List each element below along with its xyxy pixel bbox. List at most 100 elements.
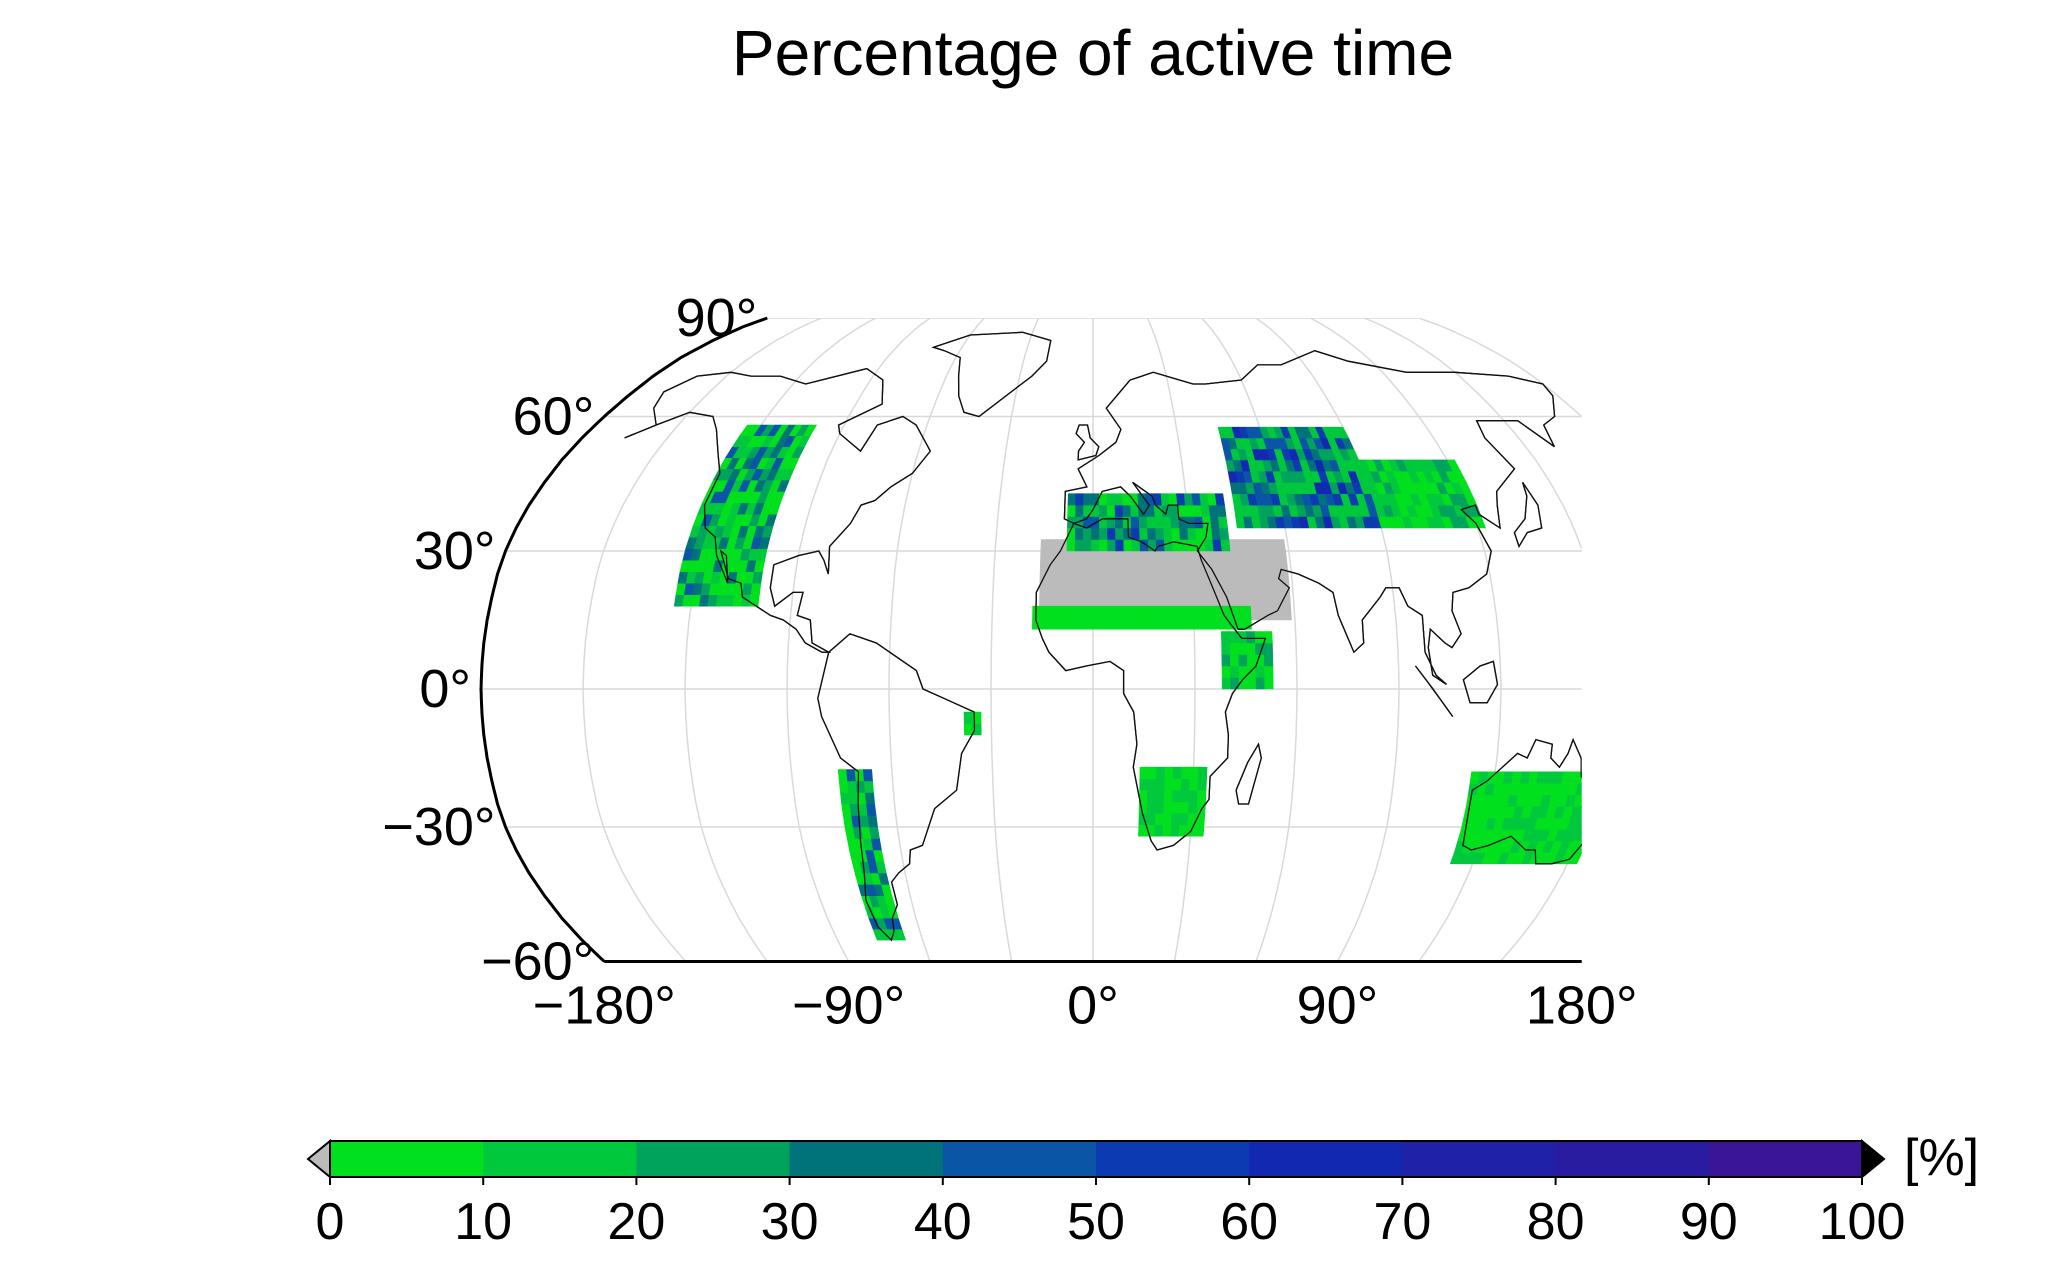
data-cell <box>802 424 818 437</box>
data-cell <box>1446 459 1461 472</box>
data-cell <box>1270 562 1281 575</box>
data-cell <box>1155 562 1165 575</box>
data-cell <box>1107 605 1117 619</box>
data-cell <box>1067 504 1077 517</box>
data-cell <box>1570 828 1582 842</box>
data-cell <box>1282 608 1292 621</box>
data-cell <box>1146 550 1156 563</box>
data-cell <box>1081 573 1090 586</box>
data-cell <box>1172 585 1182 598</box>
data-cell <box>1163 789 1174 803</box>
data-cell <box>1247 677 1257 690</box>
data-cell <box>1147 527 1157 540</box>
data-cell <box>846 769 857 782</box>
data-cell <box>1220 539 1231 552</box>
data-cell <box>1186 516 1196 529</box>
data-cell <box>1179 539 1190 552</box>
data-cell <box>1189 778 1199 791</box>
data-cell <box>1089 573 1099 586</box>
data-cell <box>1065 617 1075 630</box>
data-cell <box>1595 772 1606 784</box>
colorbar-bin <box>330 1141 484 1177</box>
meridian <box>888 318 985 962</box>
data-cell <box>1160 493 1171 506</box>
data-cell <box>1072 573 1082 586</box>
data-cell <box>1200 617 1210 630</box>
colorbar-tick-label: 100 <box>1819 1193 1906 1251</box>
data-cell <box>1124 617 1134 630</box>
data-cell <box>1147 585 1157 598</box>
data-cell <box>1130 516 1140 529</box>
data-cell <box>1230 665 1240 678</box>
data-cell <box>1099 504 1108 517</box>
data-cell <box>1156 766 1166 780</box>
data-cell <box>1170 824 1180 837</box>
data-cell <box>1221 665 1231 678</box>
data-cell <box>1170 550 1181 563</box>
data-cell <box>1230 585 1241 598</box>
colorbar-bin <box>789 1141 944 1177</box>
coastline-new-zealand <box>1599 845 1656 900</box>
data-cell <box>1237 631 1248 644</box>
data-cell <box>1241 605 1252 619</box>
data-cell <box>1246 654 1257 667</box>
data-cell <box>1220 631 1231 644</box>
coastline-australia <box>1462 737 1582 865</box>
coastline-japan <box>1513 481 1543 548</box>
data-cell <box>1099 617 1109 630</box>
data-cell <box>1179 812 1189 826</box>
data-cell <box>1162 516 1172 529</box>
data-cell <box>1089 550 1099 563</box>
data-cell <box>1149 605 1159 619</box>
data-cell <box>1263 585 1274 598</box>
data-cell <box>1264 665 1274 678</box>
data-cell <box>1247 585 1257 598</box>
data-cell <box>1166 605 1176 619</box>
data-cell <box>1256 596 1267 609</box>
data-cell <box>1105 573 1115 586</box>
data-cell <box>1147 766 1158 780</box>
data-cell <box>1105 562 1115 575</box>
data-cell <box>1146 562 1157 575</box>
data-cell <box>1179 550 1189 563</box>
data-cell <box>750 582 762 596</box>
data-cell <box>1230 677 1240 690</box>
data-cell <box>1047 573 1057 586</box>
data-cell <box>1162 550 1173 563</box>
data-cell <box>1197 778 1207 791</box>
data-cell <box>837 769 848 782</box>
data-cell <box>1229 654 1240 667</box>
data-cell <box>1585 783 1596 795</box>
data-cell <box>1574 817 1582 830</box>
data-cell <box>1099 527 1108 540</box>
data-cell <box>1263 573 1273 586</box>
data-cell <box>1180 585 1191 598</box>
data-cell <box>1155 573 1165 586</box>
data-cell <box>1216 504 1227 517</box>
data-cell <box>1040 617 1050 630</box>
data-cell <box>1254 573 1265 586</box>
data-cell <box>1154 550 1165 563</box>
data-cell <box>847 780 858 793</box>
data-cell <box>1211 550 1222 563</box>
longitude-tick-labels: −180° −90° 0° 90° 180° <box>533 976 1638 1036</box>
colorbar-unit: [%] <box>1904 1129 1979 1187</box>
data-cell <box>1183 605 1193 619</box>
data-cell <box>1154 824 1164 837</box>
data-cell <box>1236 550 1247 563</box>
colorbar-bin <box>1708 1141 1863 1177</box>
data-cell <box>1179 562 1190 575</box>
data-cell <box>1066 539 1076 552</box>
data-cell <box>1065 605 1075 619</box>
data-cell <box>1047 585 1057 598</box>
data-cell <box>1064 585 1074 598</box>
data-cell <box>1180 573 1190 586</box>
data-cell <box>1155 789 1165 803</box>
data-cell <box>1056 562 1066 575</box>
data-cell <box>1124 605 1134 619</box>
data-cell <box>1275 539 1286 552</box>
data-cell <box>1141 605 1151 619</box>
data-cell <box>1187 550 1197 563</box>
data-cell <box>1570 805 1582 819</box>
